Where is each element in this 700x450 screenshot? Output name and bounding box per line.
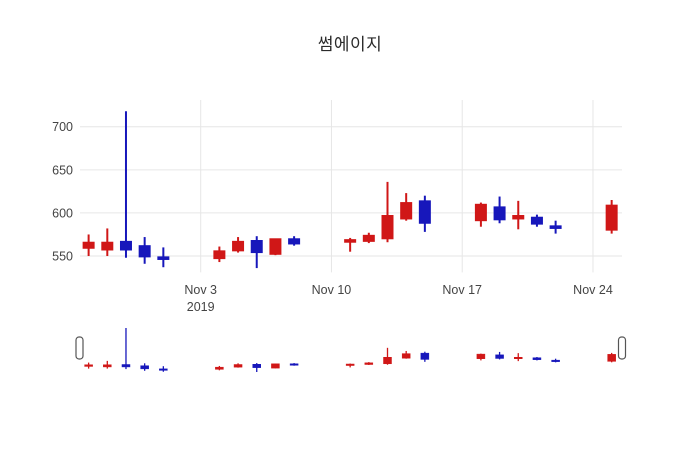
candlestick-2019-11-01[interactable]: [157, 256, 170, 260]
x-tick-label: Nov 24: [573, 283, 613, 297]
mini-candlestick: [551, 359, 560, 362]
x-tick-label: Nov 3: [184, 283, 217, 297]
candlestick-2019-11-04[interactable]: [213, 250, 226, 260]
mini-candlestick: [495, 354, 504, 359]
y-tick-label: 650: [52, 163, 73, 177]
candlestick-2019-10-31[interactable]: [138, 245, 151, 258]
candlestick-2019-11-13[interactable]: [381, 215, 394, 240]
candlestick-2019-10-29[interactable]: [101, 241, 114, 251]
mini-candlestick: [514, 357, 523, 360]
mini-candlestick: [532, 357, 542, 360]
mini-candlestick: [103, 364, 112, 368]
rangeslider-handle-right[interactable]: [617, 336, 627, 360]
mini-candlestick: [271, 363, 280, 369]
y-tick-label: 700: [52, 120, 73, 134]
rangeslider-handle-left[interactable]: [75, 336, 84, 360]
mini-candlestick: [420, 352, 430, 360]
candlestick-2019-11-08[interactable]: [288, 238, 301, 245]
mini-candlestick: [289, 363, 299, 366]
candlestick-2019-11-19[interactable]: [493, 206, 506, 221]
candlestick-2019-11-22[interactable]: [549, 225, 562, 229]
candlestick-2019-11-11[interactable]: [344, 239, 357, 243]
mini-candlestick: [364, 362, 374, 365]
chart-title: 썸에이지: [317, 35, 383, 54]
x-tick-label: Nov 10: [312, 283, 352, 297]
candlestick-2019-10-30[interactable]: [119, 240, 132, 251]
mini-candlestick: [345, 363, 355, 366]
mini-candlestick: [84, 364, 93, 367]
candlestick-2019-11-12[interactable]: [362, 234, 375, 242]
mini-candlestick: [383, 357, 392, 365]
candlestick-2019-11-14[interactable]: [400, 202, 413, 220]
candlestick-2019-11-25[interactable]: [605, 204, 618, 231]
mini-candlestick: [252, 364, 261, 368]
candlestick-2019-11-20[interactable]: [512, 215, 525, 220]
y-tick-label: 600: [52, 206, 73, 220]
candlestick-2019-11-07[interactable]: [269, 238, 282, 255]
candlestick-2019-11-21[interactable]: [530, 216, 543, 225]
mini-candlestick: [607, 354, 616, 362]
y-tick-label: 550: [52, 250, 73, 264]
mini-candlestick: [140, 365, 149, 370]
candlestick-2019-11-15[interactable]: [418, 200, 431, 224]
mini-candlestick: [121, 364, 131, 368]
candlestick-2019-11-18[interactable]: [474, 203, 487, 222]
mini-candlestick: [159, 368, 168, 371]
mini-candlestick: [476, 353, 486, 359]
mini-candlestick: [215, 366, 224, 370]
candlestick-2019-10-28[interactable]: [82, 241, 95, 249]
mini-candlestick: [233, 364, 243, 368]
x-tick-sublabel: 2019: [187, 300, 215, 314]
rangeslider-track[interactable]: [80, 324, 622, 376]
candlestick-2019-11-06[interactable]: [250, 240, 263, 254]
mini-candlestick: [401, 353, 411, 359]
candlestick-2019-11-05[interactable]: [232, 240, 245, 252]
x-tick-label: Nov 17: [442, 283, 482, 297]
